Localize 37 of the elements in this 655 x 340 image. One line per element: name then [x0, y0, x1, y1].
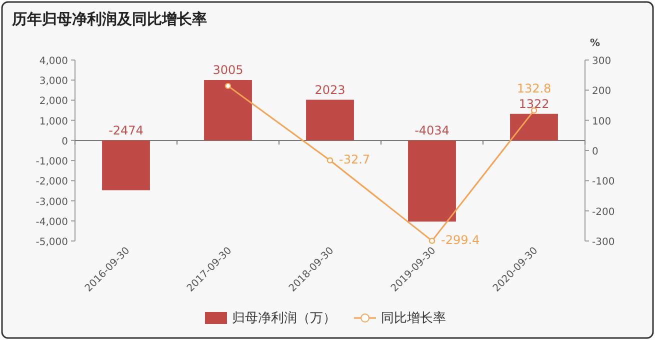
y2-tick-label: 300	[592, 56, 612, 67]
y2-tick-label: -200	[592, 206, 615, 218]
data-label: -4034	[414, 123, 450, 138]
y-tick-label: -2,000	[36, 176, 68, 188]
y2-axis-title: %	[590, 38, 600, 49]
data-label: -299.4	[441, 232, 480, 247]
y-tick-label: -4,000	[36, 216, 68, 228]
bar	[204, 80, 252, 140]
y-tick-label: 4,000	[39, 56, 68, 67]
point	[428, 238, 436, 244]
y2-tick-label: -300	[592, 237, 615, 248]
y2-tick-label: -100	[592, 176, 615, 188]
y2-tick-label: 0	[592, 146, 598, 158]
y-tick-label: -3,000	[36, 196, 68, 208]
data-label: -2474	[108, 123, 144, 138]
y-tick-label: 0	[62, 136, 68, 148]
data-label: -32.7	[339, 152, 370, 166]
data-label: 3005	[212, 63, 244, 78]
chart-title: 历年归母净利润及同比增长率	[11, 10, 207, 28]
legend-label: 同比增长率	[381, 310, 446, 326]
data-label: 132.8	[516, 81, 552, 96]
point	[326, 157, 334, 164]
bar	[306, 100, 354, 140]
legend-label: 归母净利润（万）	[232, 311, 336, 326]
data-label: 2023	[314, 82, 346, 97]
y-tick-label: 3,000	[39, 76, 68, 88]
bar	[510, 114, 558, 140]
point	[224, 82, 232, 90]
y-tick-label: 2,000	[39, 96, 68, 108]
bar	[408, 140, 456, 222]
y-tick-label: -1,000	[36, 156, 68, 168]
data-label: 1322	[518, 96, 550, 111]
bar	[102, 140, 150, 190]
y-tick-label: -5,000	[36, 237, 68, 248]
y2-tick-label: 100	[592, 116, 612, 128]
y-tick-label: 1,000	[39, 116, 68, 128]
y2-tick-label: 200	[592, 86, 612, 98]
